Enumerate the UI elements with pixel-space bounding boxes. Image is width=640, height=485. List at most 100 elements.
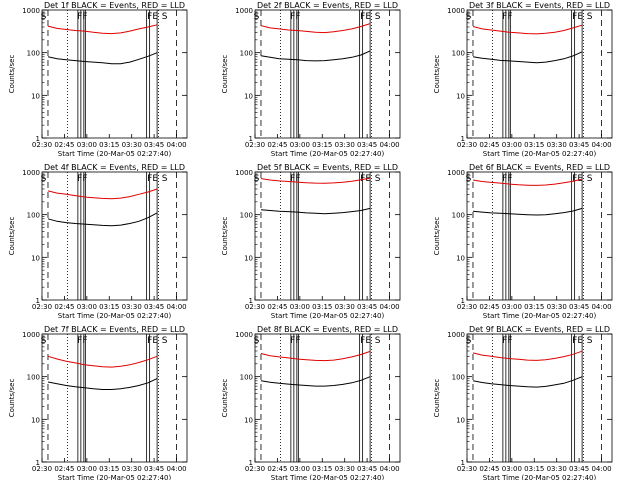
series-line-lld <box>47 188 158 200</box>
x-tick-label: 03:00 <box>77 303 97 311</box>
x-tick-label: 03:45 <box>357 465 377 473</box>
x-tick-label: 02:30 <box>457 465 477 473</box>
marker-label: FE <box>572 336 583 346</box>
series-line-events <box>47 378 158 390</box>
y-axis-label: Counts/sec <box>221 217 229 256</box>
x-tick-label: 03:15 <box>99 303 119 311</box>
x-tick-label: 03:15 <box>524 141 544 149</box>
y-tick-label: 1 <box>461 297 465 305</box>
x-tick-label: 03:30 <box>547 465 567 473</box>
x-tick-label: 03:30 <box>547 141 567 149</box>
x-tick-label: 03:30 <box>122 465 142 473</box>
y-tick-label: 1 <box>249 297 253 305</box>
series-line-lld <box>47 355 158 368</box>
panel-title: Det 3f BLACK = Events, RED = LLD <box>469 1 610 10</box>
marker-label: FF <box>77 12 87 22</box>
series-line-events <box>472 207 583 216</box>
x-tick-label: 03:15 <box>99 141 119 149</box>
marker-label: S <box>41 12 47 22</box>
panel-det-2: Det 2f BLACK = Events, RED = LLD 1 10 100 10… <box>221 1 401 158</box>
x-tick-label: 02:30 <box>457 141 477 149</box>
x-tick-label: 03:00 <box>502 303 522 311</box>
x-tick-label: 02:45 <box>267 465 287 473</box>
series-line-lld <box>260 177 371 184</box>
x-tick-label: 04:00 <box>166 465 186 473</box>
marker-label: S <box>587 174 593 184</box>
y-tick-label: 1000 <box>447 169 465 177</box>
x-tick-label: 04:00 <box>379 141 399 149</box>
panel-title: Det 4f BLACK = Events, RED = LLD <box>44 163 185 172</box>
y-tick-label: 1 <box>36 459 40 467</box>
panel-det-6: Det 6f BLACK = Events, RED = LLD 1 10 100 10… <box>433 163 613 320</box>
x-tick-label: 03:00 <box>290 141 310 149</box>
x-axis-label: Start Time (20-Mar-05 02:27:40) <box>271 150 385 158</box>
x-axis-label: Start Time (20-Mar-05 02:27:40) <box>58 474 172 480</box>
plot-frame <box>41 9 188 139</box>
y-tick-label: 1000 <box>235 331 253 339</box>
y-tick-label: 1 <box>461 135 465 143</box>
x-axis-label: Start Time (20-Mar-05 02:27:40) <box>483 474 597 480</box>
plot-frame <box>41 333 188 463</box>
x-tick-label: 02:45 <box>54 141 74 149</box>
x-tick-label: 04:00 <box>591 141 611 149</box>
series-line-lld <box>472 178 583 186</box>
x-tick-label: 04:00 <box>591 465 611 473</box>
marker-label: S <box>375 336 381 346</box>
x-tick-label: 02:45 <box>267 303 287 311</box>
y-axis-label: Counts/sec <box>8 217 16 256</box>
series-line-lld <box>260 23 371 34</box>
y-tick-label: 100 <box>452 212 465 220</box>
x-axis-label: Start Time (20-Mar-05 02:27:40) <box>271 474 385 480</box>
y-tick-label: 10 <box>456 416 465 424</box>
x-axis-label: Start Time (20-Mar-05 02:27:40) <box>483 312 597 320</box>
x-tick-label: 02:45 <box>479 303 499 311</box>
x-tick-label: 02:45 <box>54 465 74 473</box>
x-tick-label: 02:30 <box>245 465 265 473</box>
series-line-events <box>260 376 371 387</box>
y-tick-label: 1 <box>461 459 465 467</box>
y-tick-label: 10 <box>456 254 465 262</box>
y-tick-label: 10 <box>244 92 253 100</box>
marker-label: FE <box>572 174 583 184</box>
y-axis-label: Counts/sec <box>221 379 229 418</box>
y-tick-label: 10 <box>31 416 40 424</box>
x-tick-label: 03:30 <box>122 141 142 149</box>
plot-frame <box>254 171 401 301</box>
marker-label: S <box>254 336 260 346</box>
series-line-events <box>260 50 371 62</box>
y-tick-label: 10 <box>244 416 253 424</box>
x-tick-label: 03:00 <box>77 141 97 149</box>
x-tick-label: 02:30 <box>245 303 265 311</box>
y-tick-label: 1000 <box>22 331 40 339</box>
marker-label: FF <box>290 174 300 184</box>
y-tick-label: 1000 <box>22 7 40 15</box>
y-tick-label: 100 <box>240 374 253 382</box>
marker-label: FE <box>147 336 158 346</box>
panel-det-3: Det 3f BLACK = Events, RED = LLD 1 10 100 10… <box>433 1 613 158</box>
y-axis-label: Counts/sec <box>221 55 229 94</box>
y-tick-label: 1000 <box>22 169 40 177</box>
marker-label: S <box>587 336 593 346</box>
x-tick-label: 03:00 <box>290 465 310 473</box>
y-tick-label: 100 <box>452 50 465 58</box>
x-tick-label: 02:30 <box>245 141 265 149</box>
series-line-lld <box>260 350 371 362</box>
plot-frame <box>41 171 188 301</box>
marker-label: S <box>587 12 593 22</box>
x-tick-label: 02:45 <box>479 465 499 473</box>
y-axis-label: Counts/sec <box>433 55 441 94</box>
marker-label: S <box>41 174 47 184</box>
x-tick-label: 02:45 <box>479 141 499 149</box>
marker-label: FF <box>290 12 300 22</box>
y-tick-label: 1000 <box>235 7 253 15</box>
x-tick-label: 03:00 <box>502 141 522 149</box>
x-tick-label: 03:15 <box>524 303 544 311</box>
panel-title: Det 2f BLACK = Events, RED = LLD <box>257 1 398 10</box>
marker-label: S <box>375 174 381 184</box>
x-tick-label: 03:15 <box>312 303 332 311</box>
y-tick-label: 10 <box>456 92 465 100</box>
marker-label: S <box>162 174 168 184</box>
x-tick-label: 03:15 <box>312 141 332 149</box>
x-tick-label: 03:15 <box>312 465 332 473</box>
